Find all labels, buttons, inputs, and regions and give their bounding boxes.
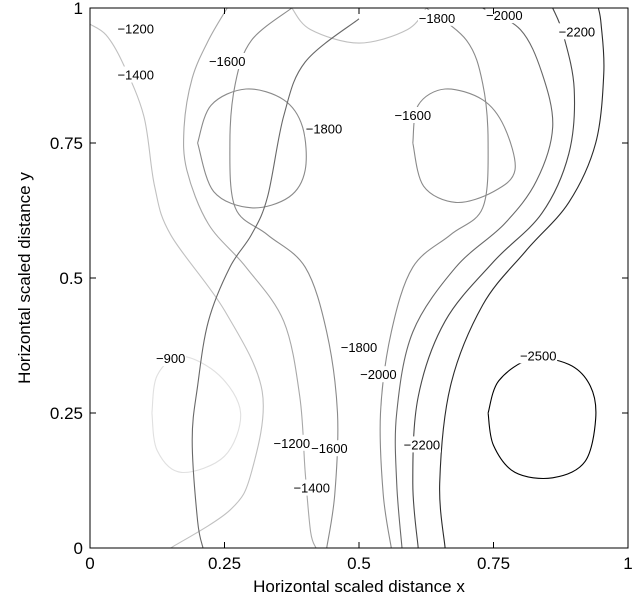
contour-label: −1400 xyxy=(293,481,330,496)
contour-lines xyxy=(89,7,605,549)
x-tick-label: 0.75 xyxy=(477,554,510,573)
contour-line xyxy=(394,7,554,549)
y-tick-label: 0.75 xyxy=(50,134,83,153)
contour-label-background xyxy=(418,9,456,26)
contour-label: −2500 xyxy=(520,348,557,363)
x-tick-label: 1 xyxy=(623,554,632,573)
y-tick-label: 0 xyxy=(74,539,83,558)
contour-line xyxy=(439,7,605,549)
x-axis-ticks: 0 0.25 0.5 0.75 1 xyxy=(85,8,633,573)
contour-label: −1800 xyxy=(419,11,456,26)
contour-line xyxy=(191,18,360,549)
contour-line xyxy=(89,23,264,549)
plot-area xyxy=(90,8,628,548)
contour-label: −1600 xyxy=(395,108,432,123)
contour-label: −1600 xyxy=(311,441,348,456)
y-tick-label: 1 xyxy=(74,0,83,18)
y-axis-title: Horizontal scaled distance y xyxy=(15,172,34,384)
contour-label-background xyxy=(116,20,155,37)
contour-labels: −1200 −1400 −1600 −1800 −1600 −1800 −2000 −2200… xyxy=(116,7,596,496)
contour-line xyxy=(151,355,242,473)
contour-label-background xyxy=(272,434,311,451)
contour-label-background xyxy=(310,440,349,457)
contour-label-background xyxy=(340,339,378,356)
contour-label-background xyxy=(305,120,343,137)
contour-label: −1200 xyxy=(274,436,311,451)
x-tick-label: 0.5 xyxy=(347,554,371,573)
contour-label-background xyxy=(557,23,596,40)
contour-label-background xyxy=(359,366,398,383)
contour-line xyxy=(379,7,489,549)
contour-label-background xyxy=(402,436,441,453)
contour-label: −2000 xyxy=(486,8,523,23)
contour-line xyxy=(412,88,516,203)
contour-label: −1400 xyxy=(117,68,154,83)
y-tick-label: 0.5 xyxy=(59,269,83,288)
contour-label-background xyxy=(485,7,524,24)
contour-line xyxy=(182,7,317,549)
contour-line xyxy=(197,88,307,209)
contour-label: −2200 xyxy=(559,24,596,39)
contour-label: −2000 xyxy=(360,367,397,382)
contour-label: −1600 xyxy=(209,54,246,69)
contour-label: −1800 xyxy=(341,340,378,355)
contour-label-background xyxy=(155,350,186,366)
contour-label: −2200 xyxy=(404,437,441,452)
y-tick-label: 0.25 xyxy=(50,404,83,423)
contour-label: −900 xyxy=(156,351,185,366)
contour-label-background xyxy=(519,347,558,364)
contour-label-background xyxy=(393,107,432,123)
x-tick-label: 0.25 xyxy=(208,554,241,573)
y-axis-ticks: 0 0.25 0.5 0.75 1 xyxy=(50,0,628,558)
contour-label-background xyxy=(292,479,331,496)
contour-line xyxy=(291,7,427,44)
x-tick-label: 0 xyxy=(85,554,94,573)
x-axis-title: Horizontal scaled distance x xyxy=(253,577,465,596)
contour-label-background xyxy=(208,53,247,69)
contour-label: −1200 xyxy=(117,22,154,37)
contour-label-background xyxy=(116,66,155,83)
contour-label: −1800 xyxy=(306,122,343,137)
